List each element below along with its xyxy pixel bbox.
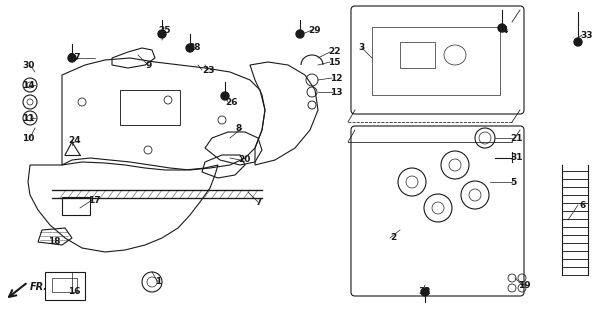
Text: FR.: FR. bbox=[30, 282, 48, 292]
Circle shape bbox=[296, 30, 304, 38]
Text: 17: 17 bbox=[88, 196, 101, 204]
Circle shape bbox=[421, 288, 429, 296]
Text: 8: 8 bbox=[235, 124, 241, 132]
Text: 3: 3 bbox=[358, 44, 364, 52]
Text: 1: 1 bbox=[155, 277, 161, 286]
Text: 13: 13 bbox=[330, 87, 342, 97]
Text: 18: 18 bbox=[48, 237, 61, 246]
Text: 4: 4 bbox=[502, 26, 508, 35]
Text: 31: 31 bbox=[510, 154, 522, 163]
Text: 16: 16 bbox=[68, 287, 81, 297]
Text: 9: 9 bbox=[145, 60, 152, 69]
Circle shape bbox=[186, 44, 194, 52]
Text: 24: 24 bbox=[68, 135, 81, 145]
Circle shape bbox=[498, 24, 506, 32]
Text: 20: 20 bbox=[238, 156, 250, 164]
Text: 27: 27 bbox=[68, 53, 81, 62]
Text: 29: 29 bbox=[308, 26, 321, 35]
Text: 26: 26 bbox=[225, 98, 238, 107]
Bar bbox=[120, 90, 180, 125]
Circle shape bbox=[68, 54, 76, 62]
Text: 12: 12 bbox=[330, 74, 342, 83]
Text: 14: 14 bbox=[22, 81, 35, 90]
Text: 23: 23 bbox=[202, 66, 215, 75]
Text: 11: 11 bbox=[22, 114, 35, 123]
Text: 2: 2 bbox=[390, 234, 396, 243]
Text: 15: 15 bbox=[328, 58, 341, 67]
Text: 19: 19 bbox=[518, 281, 531, 290]
Text: 21: 21 bbox=[510, 133, 522, 142]
Text: 22: 22 bbox=[328, 47, 341, 57]
Text: 28: 28 bbox=[188, 44, 201, 52]
Bar bbox=[52, 278, 77, 292]
Text: 33: 33 bbox=[580, 30, 593, 39]
Bar bbox=[372, 27, 500, 95]
Text: 10: 10 bbox=[22, 133, 35, 142]
Text: 32: 32 bbox=[418, 287, 430, 297]
Circle shape bbox=[158, 30, 166, 38]
Text: 5: 5 bbox=[510, 178, 516, 187]
Text: 25: 25 bbox=[158, 26, 170, 35]
Text: 7: 7 bbox=[255, 197, 261, 206]
Text: 6: 6 bbox=[580, 201, 586, 210]
Circle shape bbox=[221, 92, 229, 100]
Circle shape bbox=[574, 38, 582, 46]
Bar bbox=[62, 197, 90, 215]
Text: 30: 30 bbox=[22, 60, 35, 69]
